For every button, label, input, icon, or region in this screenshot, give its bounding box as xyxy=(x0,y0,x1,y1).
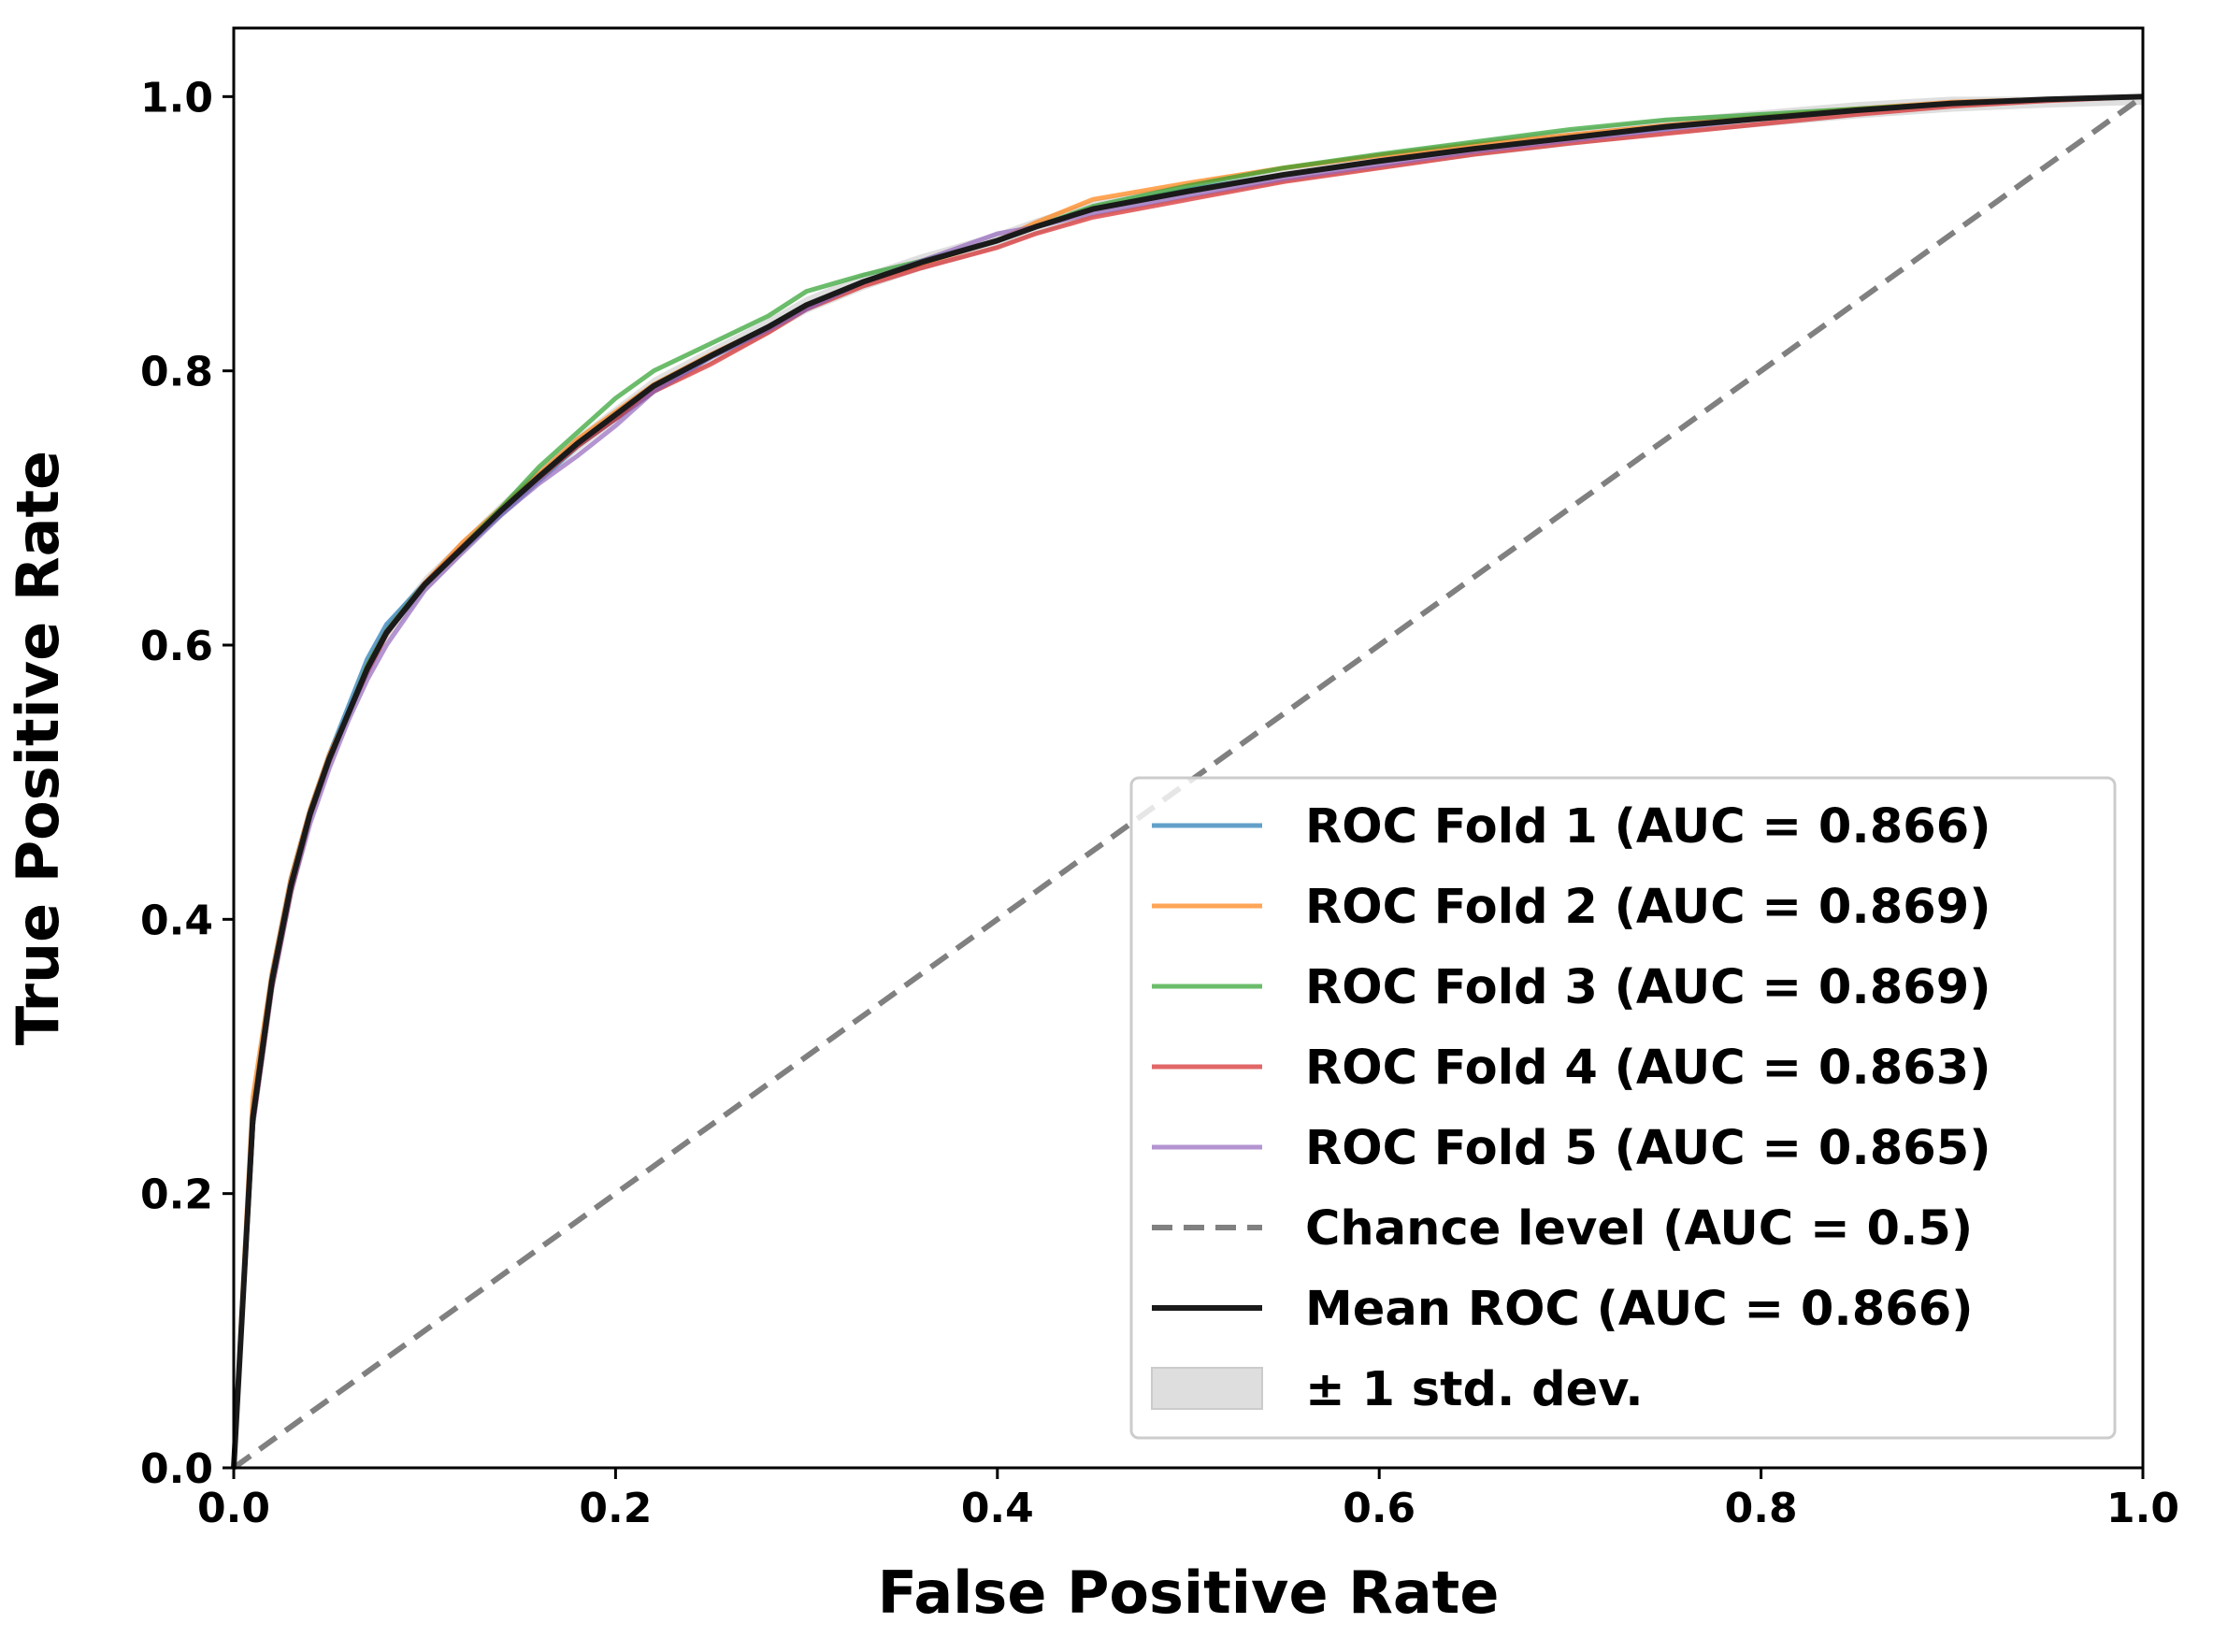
legend-label-1: ROC Fold 1 (AUC = 0.866) xyxy=(1305,799,1991,855)
plot-frame xyxy=(232,26,2145,1470)
y-axis-title: True Positive Rate xyxy=(4,451,72,1045)
legend-label-7: Mean ROC (AUC = 0.866) xyxy=(1305,1282,1974,1337)
legend-label-5: ROC Fold 5 (AUC = 0.865) xyxy=(1305,1121,1991,1176)
x-tick-label: 0.4 xyxy=(961,1485,1034,1532)
x-tick-label: 0.6 xyxy=(1343,1485,1415,1532)
legend-label-4: ROC Fold 4 (AUC = 0.863) xyxy=(1305,1041,1991,1096)
x-tick-label: 0.0 xyxy=(197,1485,270,1532)
y-tick-label: 0.4 xyxy=(140,897,213,944)
y-tick-label: 0.8 xyxy=(140,349,213,396)
y-tick-label: 1.0 xyxy=(140,74,213,122)
x-tick-label: 0.2 xyxy=(579,1485,652,1532)
legend: ROC Fold 1 (AUC = 0.866) ROC Fold 2 (AUC … xyxy=(1129,776,2117,1440)
x-axis-title: False Positive Rate xyxy=(878,1559,1500,1627)
series-line-7 xyxy=(231,93,2144,1469)
legend-label-2: ROC Fold 2 (AUC = 0.869) xyxy=(1305,880,1991,935)
x-axis-ticks: 0.0 0.2 0.4 0.6 0.8 1.0 xyxy=(197,1468,2179,1532)
legend-frame xyxy=(1129,776,2117,1440)
legend-swatch-band xyxy=(1151,1367,1263,1410)
y-axis-ticks: 0.0 0.2 0.4 0.6 0.8 1.0 xyxy=(140,74,234,1493)
y-tick-label: 0.0 xyxy=(140,1445,213,1493)
legend-label-3: ROC Fold 3 (AUC = 0.869) xyxy=(1305,960,1991,1015)
series-line-6 xyxy=(232,93,2145,1471)
series-layer xyxy=(231,93,2145,1471)
x-tick-label: 0.8 xyxy=(1725,1485,1798,1532)
legend-label-6: Chance level (AUC = 0.5) xyxy=(1305,1201,1973,1257)
y-tick-label: 0.6 xyxy=(140,623,213,670)
legend-label-8: ± 1 std. dev. xyxy=(1305,1362,1644,1417)
y-tick-label: 0.2 xyxy=(140,1171,213,1219)
x-tick-label: 1.0 xyxy=(2106,1485,2179,1532)
